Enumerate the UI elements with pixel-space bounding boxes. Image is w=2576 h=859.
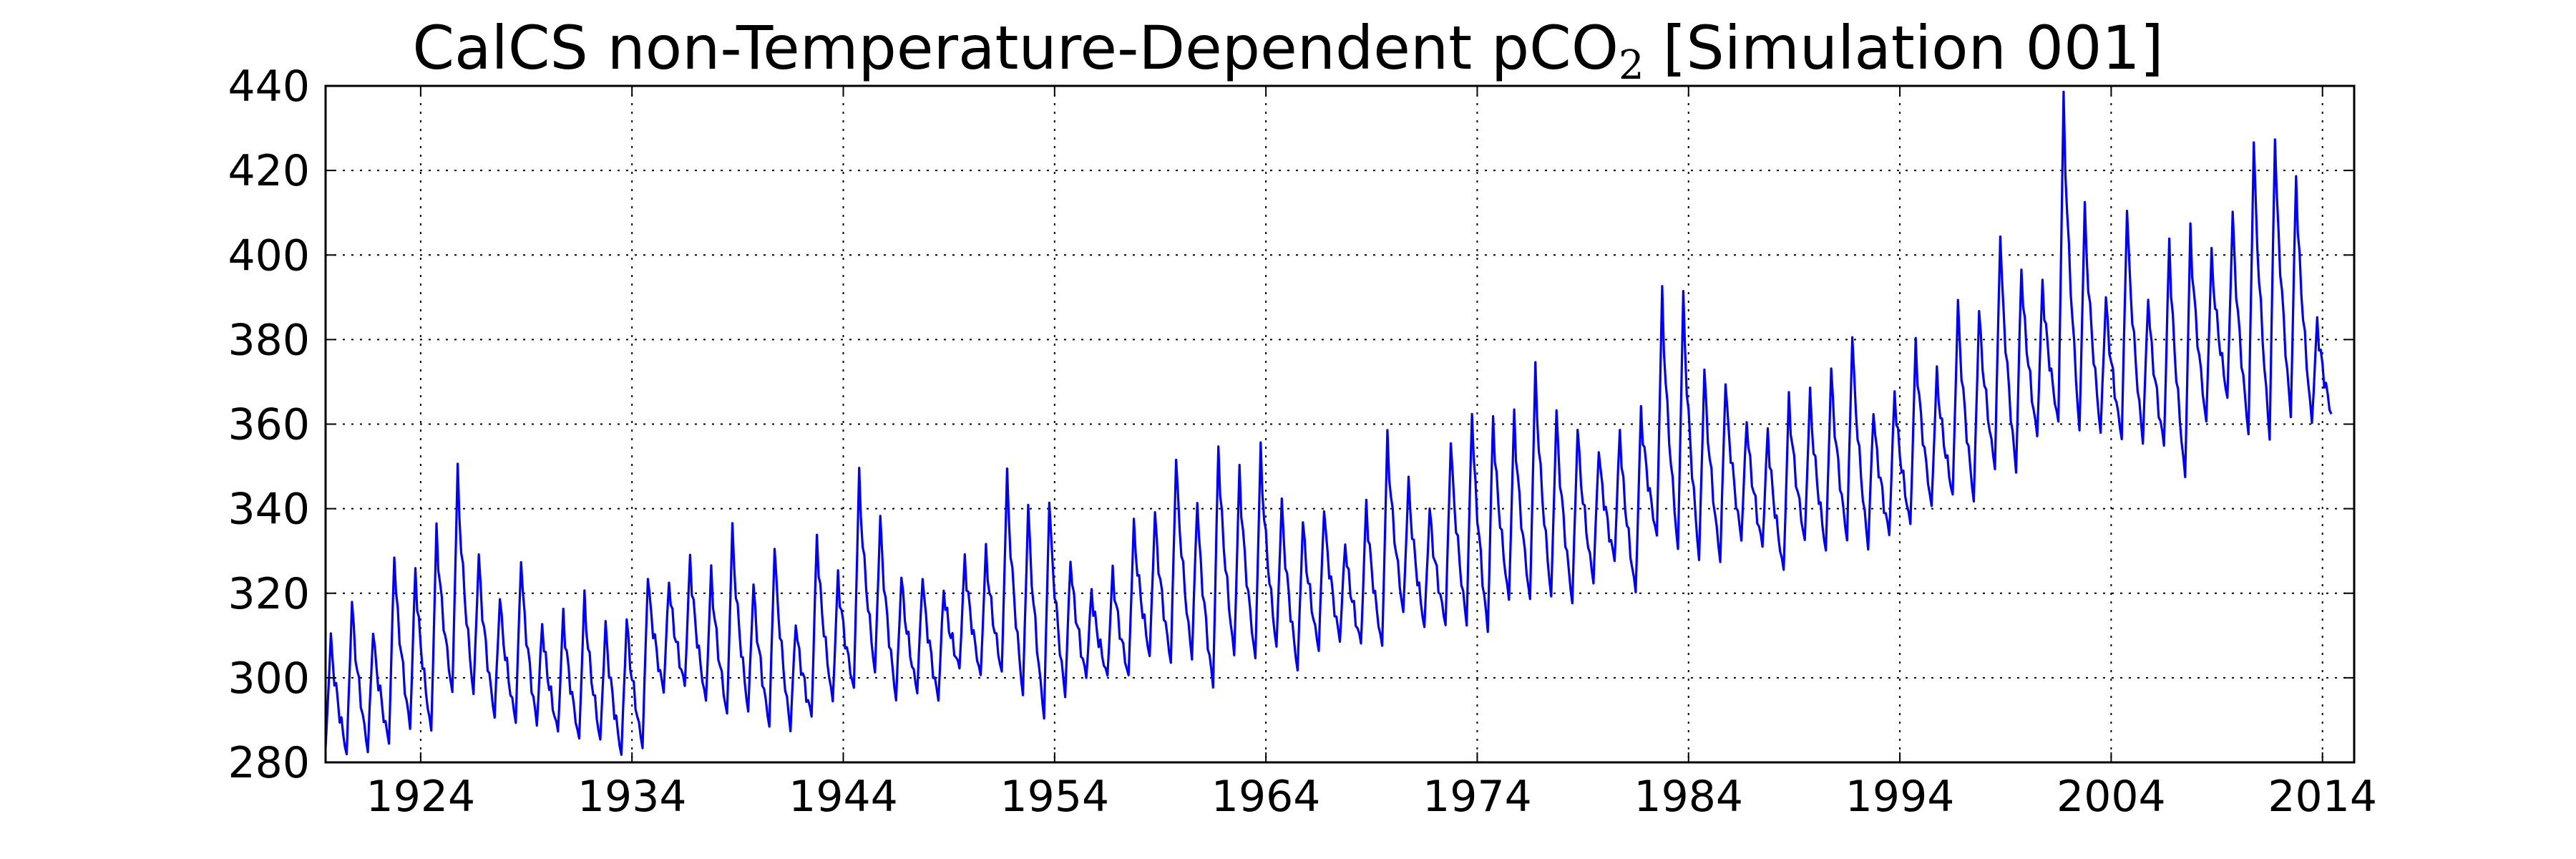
y-tick-label: 300 [228,654,310,704]
x-tick-label: 2014 [2268,772,2377,822]
chart-title-suffix: [Simulation 001] [1663,13,2164,83]
x-tick-label: 1934 [577,772,687,822]
y-tick-label: 360 [228,400,310,450]
y-tick-label: 280 [228,738,310,788]
x-tick-label: 2004 [2057,772,2166,822]
y-tick-label: 380 [228,315,310,365]
x-axis-tick-labels: 1924 1934 1944 1954 1964 1974 1984 1994 2004 2014 [366,772,2378,822]
x-tick-label: 1924 [366,772,476,822]
x-tick-label: 1954 [1000,772,1109,822]
x-tick-label: 1974 [1423,772,1532,822]
y-tick-label: 340 [228,485,310,535]
chart-title-main: CalCS non-Temperature-Dependent pCO [412,13,1619,83]
chart-title: CalCS non-Temperature-Dependent pCO2 [Sim… [412,13,2163,89]
axis-ticks [326,85,2354,763]
y-tick-label: 400 [228,230,310,281]
plot-area [326,90,2333,756]
x-tick-label: 1994 [1845,772,1955,822]
x-tick-label: 1944 [789,772,898,822]
y-tick-label: 320 [228,569,310,619]
series-line-0 [326,90,2333,756]
x-tick-label: 1984 [1634,772,1743,822]
y-tick-label: 420 [228,146,310,196]
x-tick-label: 1964 [1211,772,1321,822]
y-axis-tick-labels: 280 300 320 340 360 380 400 420 440 [228,62,310,788]
y-tick-label: 440 [228,62,310,112]
chart-title-subscript: 2 [1619,42,1644,89]
